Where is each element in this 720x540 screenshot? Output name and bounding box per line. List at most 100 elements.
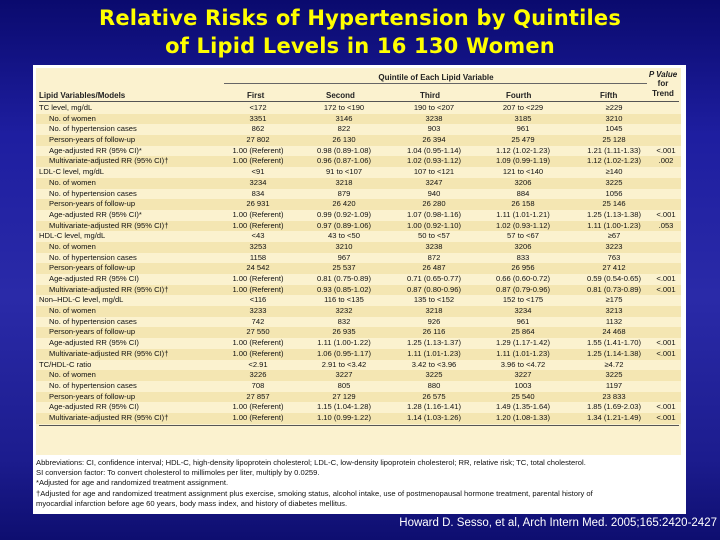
table-cell: 1132 bbox=[605, 316, 623, 326]
slide-title-line2: of Lipid Levels in 16 130 Women bbox=[165, 34, 555, 58]
pvalue-label-3: Trend bbox=[652, 88, 674, 98]
row-label: Multivariate-adjusted RR (95% CI)† bbox=[49, 156, 169, 166]
table-cell: 116 to <135 bbox=[324, 295, 364, 305]
table-cell: 1.12 (1.02-1.23) bbox=[495, 145, 551, 155]
table-row: Age-adjusted RR (95% CI) 1.00 (Referent) 0… bbox=[36, 274, 681, 285]
table-row: Age-adjusted RR (95% CI) 1.00 (Referent) 1… bbox=[36, 402, 681, 413]
table-cell: 26 130 bbox=[332, 135, 356, 145]
table-cell: 967 bbox=[337, 252, 351, 262]
pvalue-cell: .053 bbox=[658, 220, 674, 230]
table-cell: 0.97 (0.89-1.06) bbox=[316, 220, 372, 230]
table-cell: 27 129 bbox=[332, 391, 356, 401]
table-cell: 3218 bbox=[335, 177, 353, 187]
row-label: Person-years of follow-up bbox=[49, 327, 136, 337]
lipid-table: Quintile of Each Lipid Variable Lipid Va… bbox=[36, 68, 681, 455]
table-cell: 1.00 (Referent) bbox=[232, 274, 284, 283]
table-cell: 0.93 (0.85-1.02) bbox=[316, 284, 372, 294]
table-cell: 26 575 bbox=[422, 391, 446, 401]
table-row: No. of hypertension cases 834 879 940 884 105… bbox=[36, 189, 681, 200]
table-cell: 152 to <175 bbox=[502, 295, 544, 305]
table-cell: 1.04 (0.95-1.14) bbox=[406, 145, 462, 155]
table-cell: 834 bbox=[251, 188, 265, 198]
table-cell: 27 550 bbox=[246, 327, 270, 337]
table-row: LDL-C level, mg/dL <91 91 to <107 107 to <1… bbox=[36, 167, 681, 178]
table-cell: 763 bbox=[607, 252, 621, 262]
table-cell: 872 bbox=[427, 252, 441, 262]
table-cell: 50 to <57 bbox=[418, 231, 450, 241]
table-row: Person-years of follow-up 24 542 25 537 26 … bbox=[36, 263, 681, 274]
table-cell: 884 bbox=[516, 188, 530, 198]
table-cell: 2.91 to <3.42 bbox=[321, 359, 367, 369]
table-body: TC level, mg/dL <172 172 to <190 190 to <20… bbox=[36, 103, 681, 426]
table-cell: 1.11 (1.00-1.22) bbox=[317, 338, 371, 348]
table-cell: ≥229 bbox=[605, 103, 623, 112]
pvalue-label-2: for bbox=[657, 79, 669, 89]
table-cell: 832 bbox=[337, 316, 351, 326]
table-cell: 1.29 (1.17-1.42) bbox=[495, 338, 551, 348]
table-cell: 25 479 bbox=[511, 135, 535, 145]
table-cell: 24 542 bbox=[246, 263, 270, 273]
footnote: †Adjusted for age and randomized treatme… bbox=[36, 488, 593, 498]
table-cell: 26 394 bbox=[422, 135, 446, 145]
row-label: No. of women bbox=[49, 306, 96, 316]
row-label: Non–HDL-C level, mg/dL bbox=[39, 295, 124, 305]
table-cell: 1.34 (1.21-1.49) bbox=[586, 412, 642, 422]
table-cell: <116 bbox=[249, 295, 267, 305]
row-label: No. of women bbox=[49, 177, 96, 187]
table-cell: 1.00 (Referent) bbox=[232, 220, 284, 230]
table-row: Multivariate-adjusted RR (95% CI)† 1.00 (… bbox=[36, 284, 681, 296]
pvalue-cell: <.001 bbox=[656, 145, 676, 155]
table-cell: ≥4.72 bbox=[604, 359, 624, 369]
row-label: No. of hypertension cases bbox=[49, 188, 137, 198]
row-label: TC level, mg/dL bbox=[39, 103, 93, 112]
table-cell: 3206 bbox=[514, 177, 532, 187]
table-row: No. of hypertension cases 708 805 880 1003 11… bbox=[36, 381, 681, 392]
table-cell: 3146 bbox=[335, 113, 353, 123]
row-label: No. of women bbox=[49, 370, 96, 380]
table-cell: 708 bbox=[251, 380, 265, 390]
table-cell: 0.96 (0.87-1.06) bbox=[316, 156, 372, 166]
row-label: Age-adjusted RR (95% CI) bbox=[49, 338, 139, 348]
table-row: HDL-C level, mg/dL <43 43 to <50 50 to <57 5… bbox=[36, 231, 681, 242]
table-cell: 862 bbox=[251, 124, 265, 134]
table-cell: 1.21 (1.11-1.33) bbox=[587, 145, 641, 155]
table-cell: 3226 bbox=[249, 370, 267, 380]
table-cell: 3185 bbox=[514, 113, 532, 123]
table-row: No. of women 3234 3218 3247 3206 3225 bbox=[36, 177, 681, 189]
table-header: Quintile of Each Lipid Variable Lipid Va… bbox=[36, 68, 681, 102]
table-cell: 24 468 bbox=[602, 327, 626, 337]
pvalue-cell: <.001 bbox=[656, 402, 676, 412]
table-row: No. of hypertension cases 742 832 926 961 113… bbox=[36, 317, 681, 328]
table-row: No. of hypertension cases 862 822 903 961 104… bbox=[36, 124, 681, 135]
pvalue-cell: <.001 bbox=[656, 209, 676, 219]
row-label: Age-adjusted RR (95% CI) bbox=[49, 274, 139, 283]
table-row: Age-adjusted RR (95% CI)* 1.00 (Referent)… bbox=[36, 210, 681, 221]
slide-title-line1: Relative Risks of Hypertension by Quinti… bbox=[98, 6, 622, 30]
table-cell: 926 bbox=[427, 316, 441, 326]
table-cell: 940 bbox=[427, 188, 441, 198]
row-label: HDL-C level, mg/dL bbox=[39, 231, 106, 241]
pvalue-cell: <.001 bbox=[656, 284, 676, 294]
table-cell: 1.20 (1.08-1.33) bbox=[495, 412, 551, 422]
table-cell: <2.91 bbox=[248, 359, 268, 369]
row-label: No. of hypertension cases bbox=[49, 380, 137, 390]
table-cell: 1.11 (1.01-1.23) bbox=[407, 348, 461, 358]
table-cell: 121 to <140 bbox=[502, 167, 544, 177]
table-cell: 26 956 bbox=[511, 263, 535, 273]
table-cell: 0.59 (0.54-0.65) bbox=[586, 274, 642, 283]
table-cell: 961 bbox=[516, 124, 530, 134]
table-row: No. of women 3253 3210 3238 3206 3223 bbox=[36, 241, 681, 253]
table-cell: 1003 bbox=[514, 380, 532, 390]
table-cell: 26 935 bbox=[332, 327, 356, 337]
table-cell: 0.98 (0.89-1.08) bbox=[316, 145, 372, 155]
table-row: Age-adjusted RR (95% CI)* 1.00 (Referent)… bbox=[36, 146, 681, 157]
pvalue-cell: .002 bbox=[658, 156, 674, 166]
table-footnotes: Abbreviations: CI, confidence interval; … bbox=[36, 458, 681, 509]
table-cell: 1.06 (0.95-1.17) bbox=[316, 348, 372, 358]
table-bottom-rule bbox=[39, 424, 679, 426]
table-cell: 207 to <229 bbox=[502, 103, 544, 112]
table-cell: 961 bbox=[516, 316, 530, 326]
table-cell: 1.85 (1.69-2.03) bbox=[586, 402, 642, 412]
table-cell: 1.11 (1.01-1.23) bbox=[496, 348, 550, 358]
table-cell: 1.49 (1.35-1.64) bbox=[495, 402, 551, 412]
